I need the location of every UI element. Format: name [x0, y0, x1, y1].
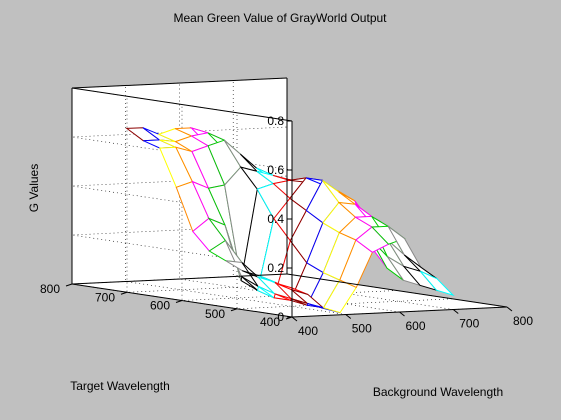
- x-tick-mark: [452, 309, 459, 314]
- x-tick-label: 800: [513, 314, 533, 328]
- surface-mesh: [125, 126, 455, 314]
- axis-edge: [71, 87, 293, 122]
- axis-lines: [65, 77, 513, 322]
- z-tick-label: 0.4: [267, 212, 284, 226]
- axis-edge: [286, 273, 508, 308]
- x-tick-mark: [291, 316, 298, 322]
- y-tick-mark: [120, 291, 128, 295]
- surface-cell: [420, 270, 455, 297]
- x-axis-label: Background Wavelength: [373, 385, 503, 399]
- y-tick-mark: [175, 300, 183, 303]
- y-tick-label: 500: [205, 307, 225, 321]
- z-tick-label: 0.6: [267, 163, 284, 177]
- x-tick-mark: [399, 311, 405, 317]
- z-tick-label: 0: [277, 310, 284, 324]
- x-tick-label: 400: [298, 324, 318, 338]
- x-tick-label: 700: [459, 317, 479, 331]
- y-tick-label: 400: [260, 315, 280, 329]
- chart-title: Mean Green Value of GrayWorld Output: [174, 11, 388, 25]
- z-tick-label: 0.8: [267, 114, 284, 128]
- axis-edge: [71, 273, 288, 285]
- x-tick-mark: [506, 306, 513, 312]
- y-tick-label: 700: [95, 290, 115, 304]
- axis-edge: [71, 77, 288, 89]
- y-axis-label: Target Wavelength: [70, 379, 170, 393]
- y-tick-mark: [230, 308, 238, 312]
- tick-labels: 400 500 600 700 800 400 500 600 700 800 0 0.2 0.4 0.6…: [40, 114, 533, 338]
- y-tick-label: 600: [150, 299, 170, 313]
- x-tick-mark: [345, 314, 352, 319]
- y-tick-mark: [65, 283, 73, 287]
- y-tick-label: 800: [40, 282, 60, 296]
- x-tick-label: 500: [352, 322, 372, 336]
- z-tick-label: 0.2: [267, 261, 284, 275]
- x-tick-label: 600: [405, 319, 425, 333]
- z-axis-label: G Values: [27, 164, 41, 212]
